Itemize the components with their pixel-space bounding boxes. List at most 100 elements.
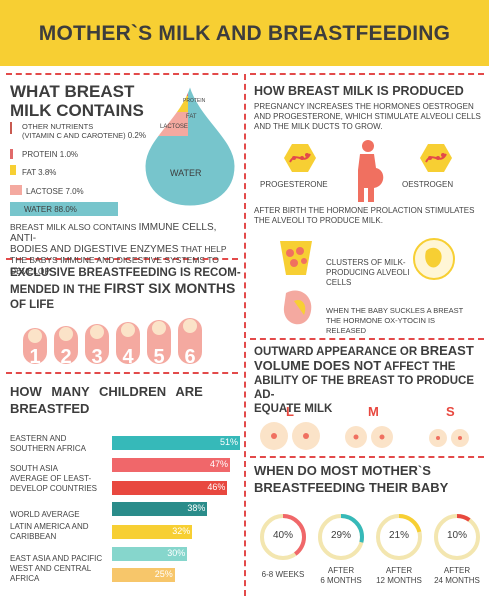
note-a: BREAST MILK ALSO CONTAINS xyxy=(10,222,139,232)
month-number: 6 xyxy=(184,346,196,368)
divider-vertical xyxy=(244,74,246,596)
appearance-line4: EQUATE MILK xyxy=(254,403,333,415)
legend-lactose-value: 7.0% xyxy=(65,187,84,196)
produced-text1: PREGNANCY INCREASES THE HORMONES OESTROG… xyxy=(254,102,481,131)
ring-arc xyxy=(318,514,364,560)
legend-swatch-protein xyxy=(10,149,13,159)
appearance-line1a: OUTWARD APPEARANCE OR xyxy=(254,346,421,358)
children-label-2: AVERAGE OF LEAST-DEVELOP COUNTRIES xyxy=(10,474,97,493)
children-bar-3: 38% xyxy=(112,502,208,516)
legend-fat-value: 3.8% xyxy=(38,168,57,177)
donut-chart-icon xyxy=(260,514,306,560)
hormone-right-label: OESTROGEN xyxy=(402,180,454,189)
ring-caption: AFTER 24 MONTHS xyxy=(422,566,489,586)
exclusive-line3: OF LIFE xyxy=(10,299,55,311)
note-c: BODIES AND DIGESTIVE ENZYMES xyxy=(10,244,179,255)
appearance-line3: ABILITY OF THE BREAST TO PRODUCE AD- xyxy=(254,375,475,401)
when-title-line2: BREASTFEEDING THEIR BABY xyxy=(254,480,449,495)
ring-arc xyxy=(260,514,306,560)
ring-2: 21% xyxy=(374,512,424,562)
legend-water-value: 88.0% xyxy=(54,205,77,214)
divider-right-1 xyxy=(250,338,484,340)
ring-caption-line2: 24 MONTHS xyxy=(434,576,480,585)
appearance-line2c: AFFECT THE xyxy=(381,361,456,373)
drop-label-protein: PROTEIN xyxy=(183,98,206,104)
breast-section-icon xyxy=(280,241,312,275)
children-bar-value: 30% xyxy=(167,548,186,558)
children-label-0: EASTERN AND SOUTHERN AFRICA xyxy=(10,434,87,453)
swaddled-baby-icon xyxy=(54,326,78,364)
children-label-4: LATIN AMERICA AND CARIBBEAN xyxy=(10,522,89,541)
note-d: THAT HELP xyxy=(178,244,227,254)
ring-caption-line2: 6 MONTHS xyxy=(320,576,362,585)
ring-3: 10% xyxy=(432,512,482,562)
size-label-s: S xyxy=(446,404,455,419)
legend-protein-value: 1.0% xyxy=(59,150,79,159)
legend-other-value: 0.2% xyxy=(127,131,146,140)
note-b: IMMUNE CELLS, ANTI- xyxy=(10,222,217,244)
month-number: 1 xyxy=(29,346,41,368)
breast-medium-icon xyxy=(345,426,393,448)
contains-note: BREAST MILK ALSO CONTAINS IMMUNE CELLS, … xyxy=(10,222,242,277)
size-label-l: L xyxy=(286,404,294,419)
breast-small-icon xyxy=(429,429,469,447)
baby-month-2: 2 xyxy=(53,322,79,369)
children-bar-value: 46% xyxy=(207,482,226,492)
produced-title: HOW BREAST MILK IS PRODUCED xyxy=(254,84,464,98)
ring-value: 21% xyxy=(388,530,409,541)
legend-other: OTHER NUTRIENTS (VITAMIN C AND CAROTENE)… xyxy=(22,122,146,140)
baby-month-5: 5 xyxy=(146,316,172,369)
swaddled-baby-icon xyxy=(178,318,202,364)
children-title-line2: BREASTFED xyxy=(10,401,90,416)
appearance-text: OUTWARD APPEARANCE OR BREAST VOLUME DOES… xyxy=(254,344,484,416)
baby-month-3: 3 xyxy=(84,320,110,369)
suckle-text: WHEN THE BABY SUCKLES A BREAST THE HORMO… xyxy=(326,306,464,335)
legend-lactose: LACTOSE 7.0% xyxy=(26,187,84,197)
appearance-line2a: VOLUME xyxy=(254,358,314,373)
children-bar-value: 47% xyxy=(209,459,228,469)
children-label-1: SOUTH ASIA xyxy=(10,464,59,473)
hormones-graphic xyxy=(284,140,452,202)
alveoli-graphic xyxy=(280,238,455,325)
children-bars: 51% 47% 46% 38% 32% 30% 25% xyxy=(112,436,242,586)
children-label-5: EAST ASIA AND PACIFIC xyxy=(10,554,103,563)
legend-lactose-label: LACTOSE xyxy=(26,187,64,196)
legend-protein: PROTEIN 1.0% xyxy=(22,150,78,160)
ring-0: 40% xyxy=(258,512,308,562)
donut-chart-icon xyxy=(318,514,364,560)
legend-swatch-fat xyxy=(10,165,16,175)
contains-title: WHAT BREAST MILK CONTAINS xyxy=(10,82,144,120)
divider-top-left xyxy=(6,73,238,75)
hormone-left-label: PROGESTERONE xyxy=(260,180,328,189)
drop-label-lactose: LACTOSE xyxy=(160,124,188,130)
ring-1: 29% xyxy=(316,512,366,562)
legend-swatch-other xyxy=(10,122,12,134)
appearance-line2b: DOES NOT xyxy=(313,358,382,373)
baby-month-1: 1 xyxy=(22,324,48,369)
exclusive-line1: EXCLUSIVE BREASTFEEDING IS RECOM- xyxy=(10,267,241,279)
exclusive-line2b: FIRST SIX MONTHS xyxy=(103,280,236,296)
produced-text2: AFTER BIRTH THE HORMONE PROLACTION STIMU… xyxy=(254,206,475,225)
legend-swatch-lactose xyxy=(10,185,22,195)
ring-caption-line2: 12 MONTHS xyxy=(376,576,422,585)
header-banner: MOTHER`S MILK AND BREASTFEEDING xyxy=(0,0,489,66)
children-bar-value: 51% xyxy=(219,437,238,447)
swaddled-baby-icon xyxy=(23,328,47,364)
legend-protein-label: PROTEIN xyxy=(22,150,58,159)
ring-caption-line1: 6-8 WEEKS xyxy=(261,570,305,579)
swaddled-baby-icon xyxy=(85,324,109,364)
breast-sizes-graphic xyxy=(260,422,469,450)
divider-top-right xyxy=(250,73,484,75)
ring-caption: AFTER 6 MONTHS xyxy=(306,566,376,586)
divider-left-1 xyxy=(6,258,238,260)
month-number: 3 xyxy=(91,346,103,368)
children-bar-value: 25% xyxy=(154,569,173,579)
baby-month-6: 6 xyxy=(177,314,203,369)
size-label-m: M xyxy=(368,404,379,419)
children-bar-1: 47% xyxy=(112,458,230,472)
ring-caption-line1: AFTER xyxy=(385,566,413,575)
appearance-line1: OUTWARD APPEARANCE OR BREAST xyxy=(254,344,484,359)
donut-chart-icon xyxy=(376,514,422,560)
appearance-line2: VOLUME DOES NOT AFFECT THE xyxy=(254,359,484,374)
children-bar-6: 25% xyxy=(112,568,175,582)
